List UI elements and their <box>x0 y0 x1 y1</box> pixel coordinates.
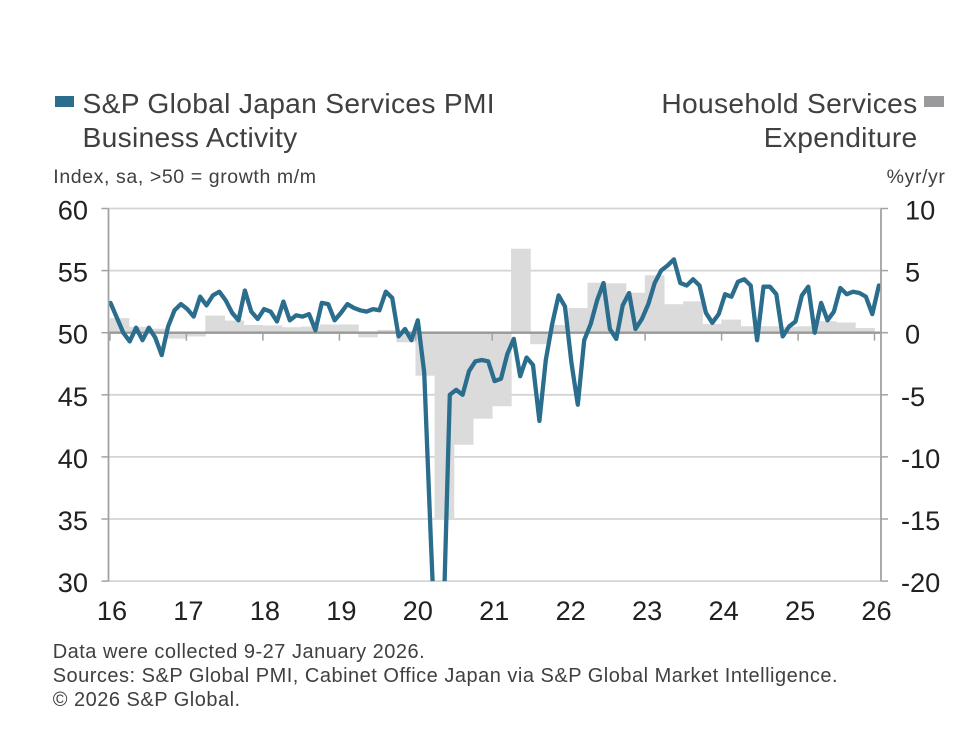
svg-text:60: 60 <box>58 195 88 226</box>
svg-text:30: 30 <box>58 567 88 598</box>
svg-text:35: 35 <box>58 505 88 536</box>
svg-text:21: 21 <box>479 595 509 626</box>
svg-text:55: 55 <box>58 257 88 288</box>
svg-text:18: 18 <box>250 595 280 626</box>
svg-text:-15: -15 <box>901 505 940 536</box>
svg-text:19: 19 <box>326 595 356 626</box>
svg-text:22: 22 <box>556 595 586 626</box>
svg-text:17: 17 <box>173 595 203 626</box>
svg-text:23: 23 <box>632 595 662 626</box>
svg-text:0: 0 <box>905 319 920 350</box>
svg-text:45: 45 <box>58 381 88 412</box>
svg-text:5: 5 <box>905 257 920 288</box>
svg-text:24: 24 <box>708 595 738 626</box>
svg-text:-5: -5 <box>901 381 925 412</box>
svg-text:10: 10 <box>905 195 935 226</box>
svg-text:20: 20 <box>403 595 433 626</box>
svg-text:-10: -10 <box>901 443 940 474</box>
svg-text:50: 50 <box>58 319 88 350</box>
svg-text:-20: -20 <box>901 567 940 598</box>
svg-text:25: 25 <box>785 595 815 626</box>
svg-text:26: 26 <box>861 595 891 626</box>
svg-text:16: 16 <box>97 595 127 626</box>
svg-text:40: 40 <box>58 443 88 474</box>
